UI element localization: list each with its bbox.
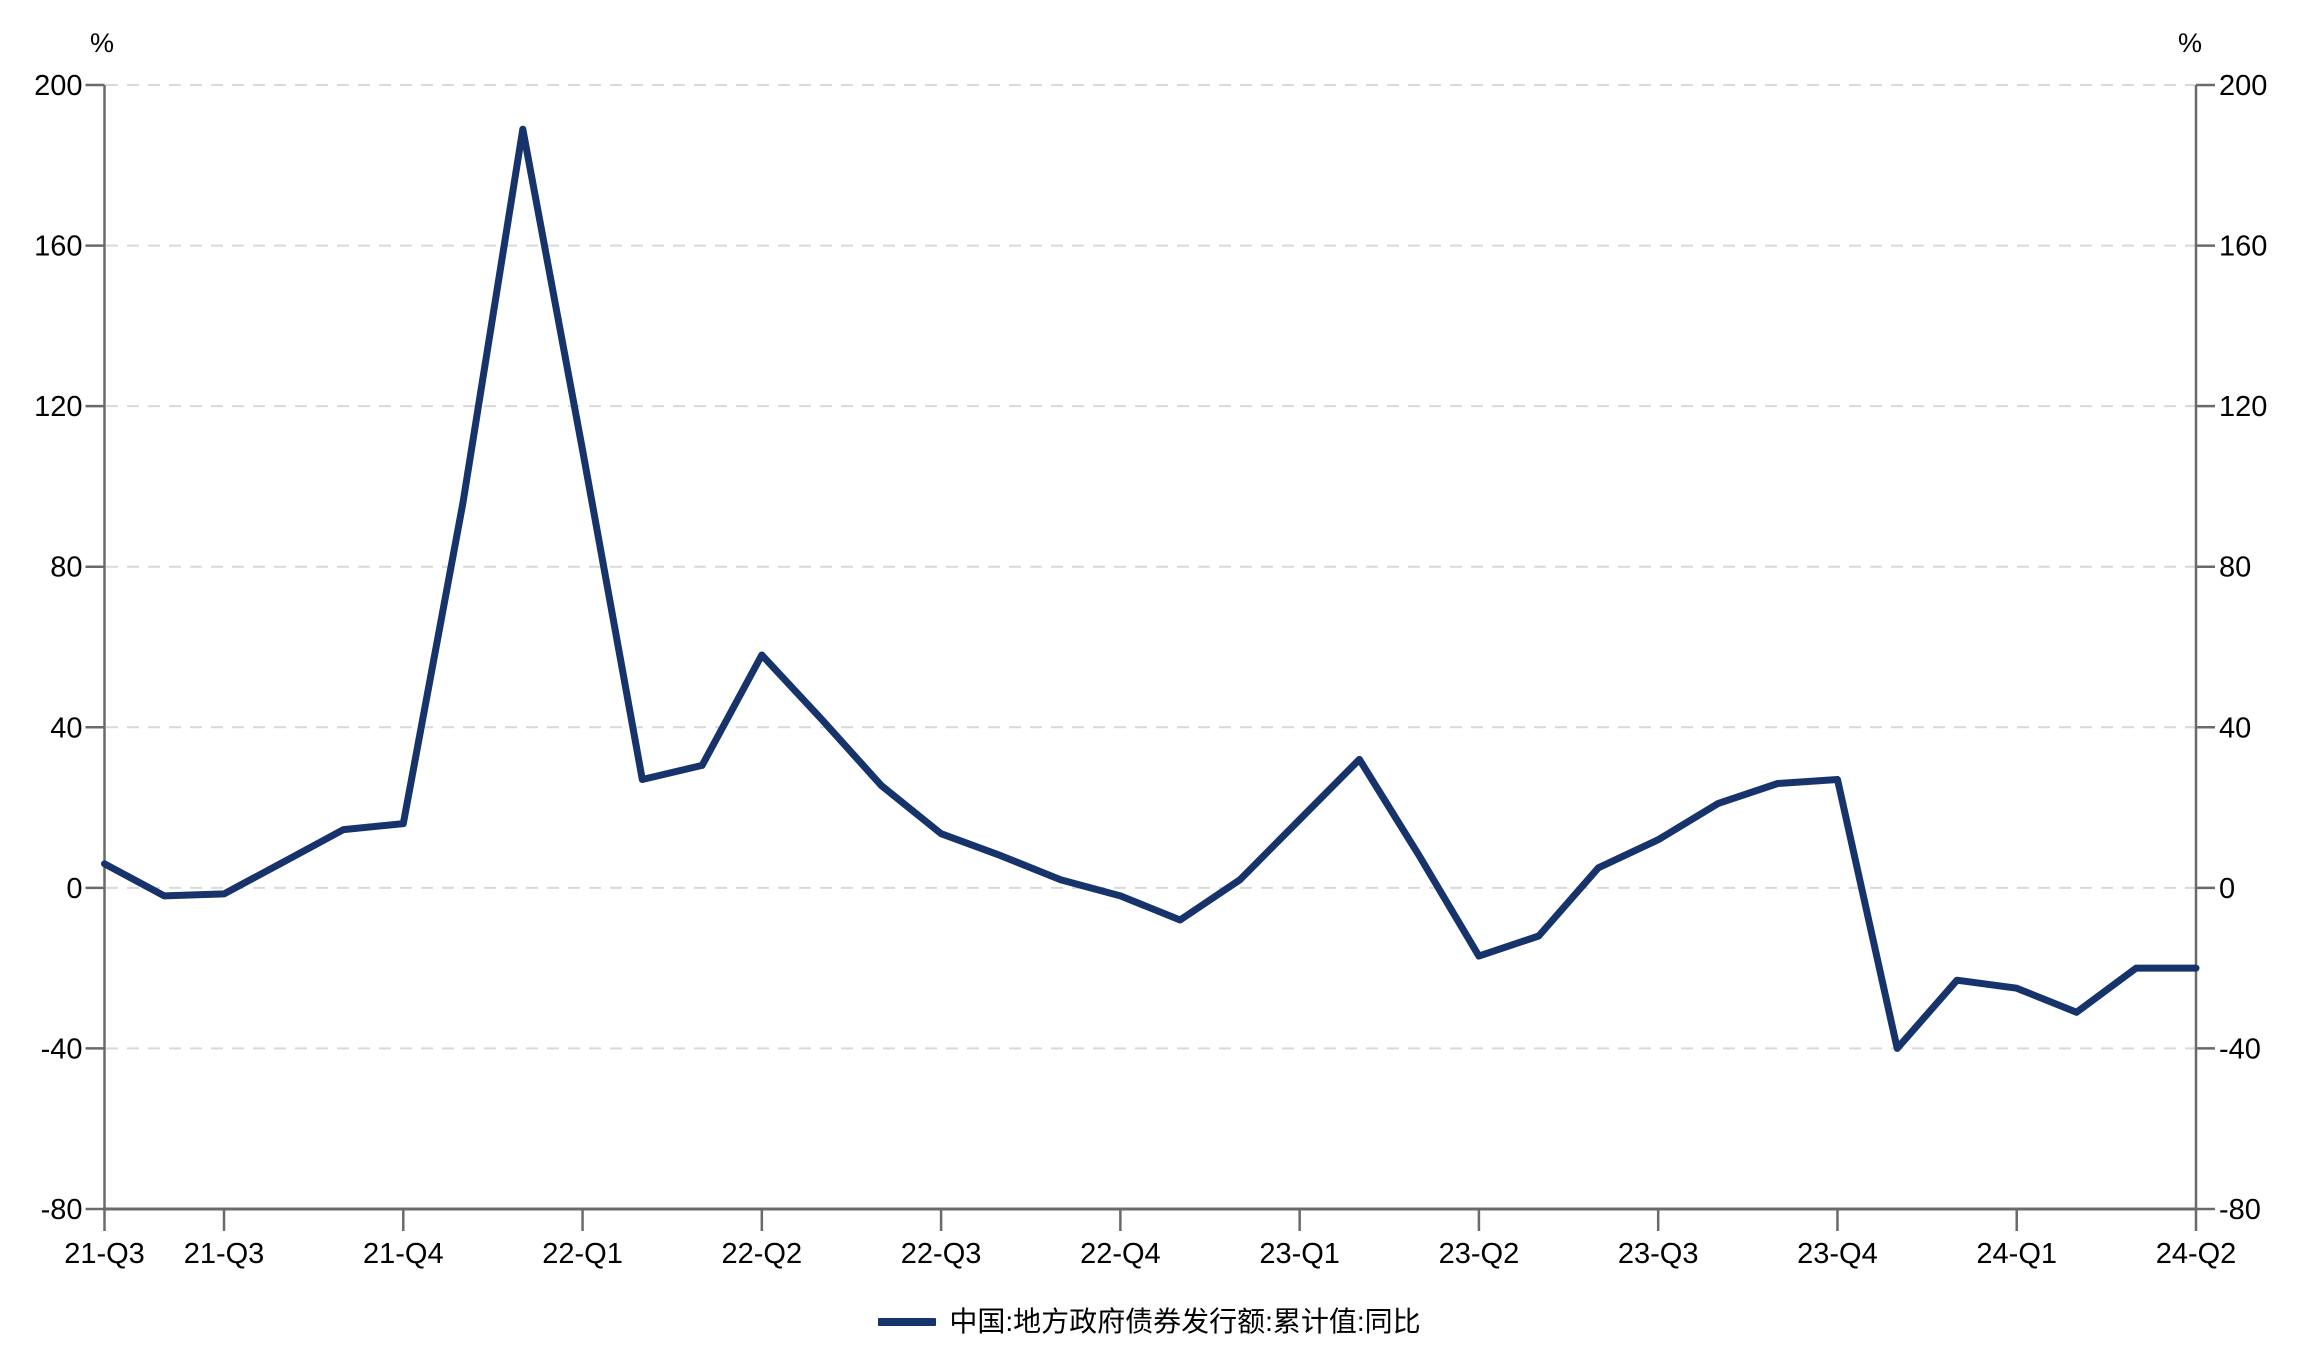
y-tick-label-left: 80 (50, 552, 82, 584)
x-tick-label: 22-Q2 (722, 1238, 803, 1270)
axis-labels-layer: -80 -80 -40 -40 0 0 40 40 80 80 120 120 160 160 200 200… (34, 70, 2267, 1270)
y-tick-label-right: 40 (2219, 712, 2251, 744)
y-tick-label-left: 160 (34, 231, 82, 263)
data-series-layer (101, 125, 2200, 1052)
y-unit-label-left: % (90, 28, 114, 58)
y-tick-label-left: 40 (50, 712, 82, 744)
y-tick-label-right: -40 (2219, 1033, 2261, 1065)
x-tick-label: 24-Q2 (2156, 1238, 2237, 1270)
y-tick-label-left: 0 (66, 873, 82, 905)
y-tick-label-right: 120 (2219, 391, 2267, 423)
data-line (101, 125, 2200, 1052)
gridlines-layer (106, 84, 2195, 1050)
x-tick-label: 21-Q3 (184, 1238, 265, 1270)
x-tick-label: 22-Q4 (1080, 1238, 1161, 1270)
x-tick-label: 22-Q3 (901, 1238, 982, 1270)
axes-layer (85, 83, 2215, 1231)
y-tick-label-left: 120 (34, 391, 82, 423)
x-tick-label: 21-Q3 (64, 1238, 145, 1270)
x-tick-label: 23-Q1 (1259, 1238, 1340, 1270)
y-tick-label-right: 80 (2219, 552, 2251, 584)
x-tick-label: 23-Q4 (1797, 1238, 1878, 1270)
y-tick-label-right: 160 (2219, 231, 2267, 263)
y-tick-label-right: 0 (2219, 873, 2235, 905)
x-tick-label: 23-Q3 (1618, 1238, 1699, 1270)
y-tick-label-right: 200 (2219, 70, 2267, 102)
y-tick-label-left: -40 (41, 1033, 83, 1065)
x-tick-label: 21-Q4 (363, 1238, 444, 1270)
x-tick-label: 22-Q1 (542, 1238, 623, 1270)
y-tick-label-right: -80 (2219, 1194, 2261, 1226)
y-unit-label-right: % (2178, 28, 2202, 58)
x-tick-label: 23-Q2 (1439, 1238, 1520, 1270)
y-tick-label-left: 200 (34, 70, 82, 102)
y-tick-label-left: -80 (41, 1194, 83, 1226)
x-tick-label: 24-Q1 (1976, 1238, 2057, 1270)
